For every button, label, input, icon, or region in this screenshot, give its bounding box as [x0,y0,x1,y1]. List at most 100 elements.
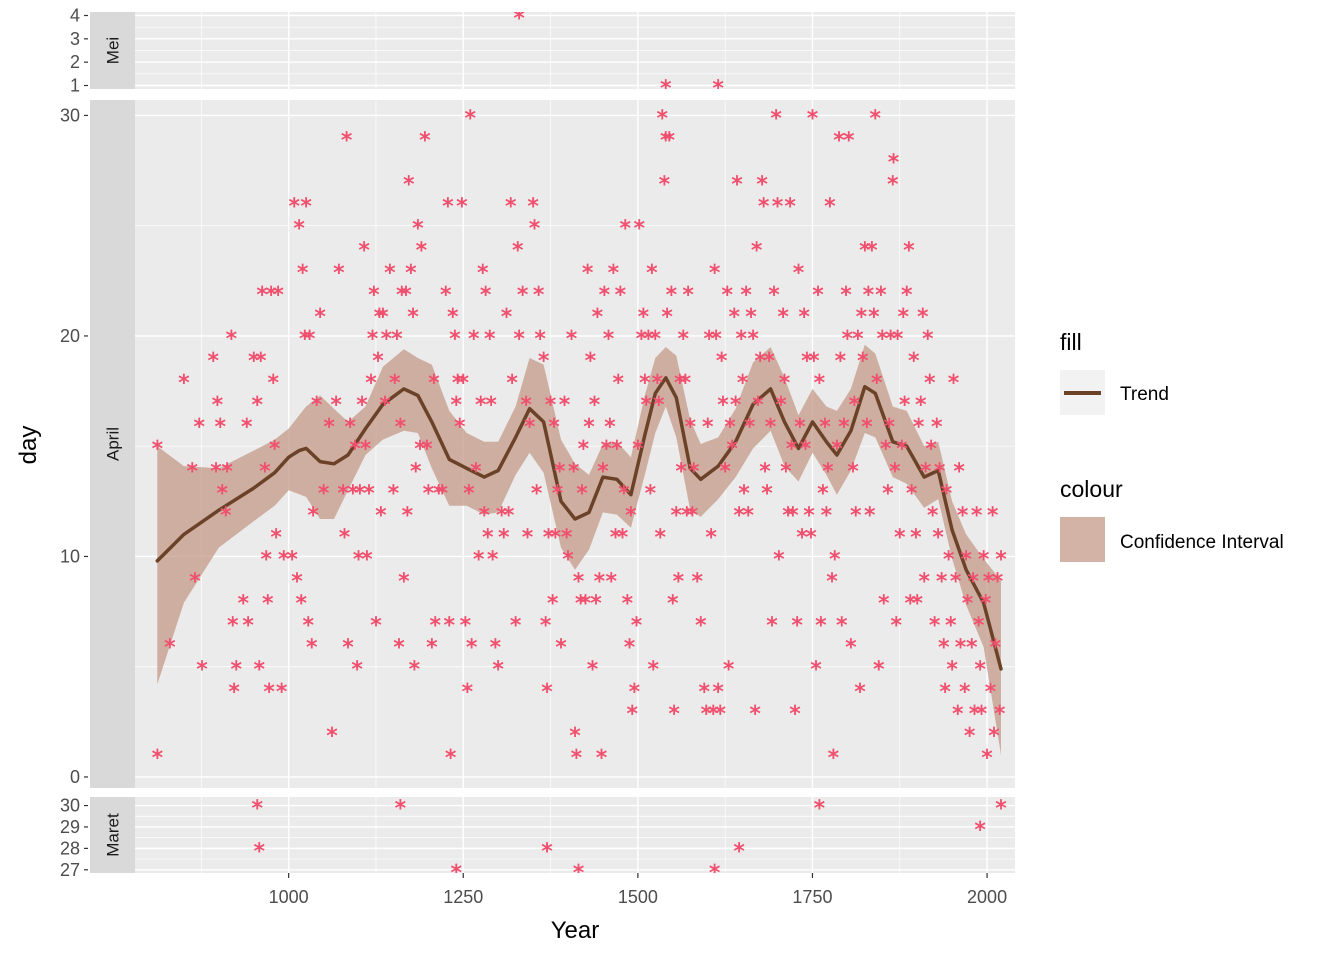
data-point: * [990,636,1002,661]
data-point: * [904,592,916,617]
data-point: * [265,283,277,308]
data-point: * [887,173,899,198]
data-point: * [780,459,792,484]
data-point: * [967,570,979,595]
data-point: * [632,437,644,462]
data-point: * [636,327,648,352]
data-point: * [178,371,190,396]
data-point: * [311,393,323,418]
data-point: * [710,327,722,352]
data-point: * [606,570,618,595]
data-point: * [433,481,445,506]
data-point: * [360,437,372,462]
legend-colour-title: colour [1060,476,1123,502]
data-point: * [875,283,887,308]
data-point: * [924,371,936,396]
data-point: * [396,283,408,308]
data-point: * [555,636,567,661]
panel-content: * * * * * * * * * * * [251,797,1007,886]
data-point: * [966,636,978,661]
data-point: * [828,746,840,771]
data-point: * [478,503,490,528]
data-point: * [541,839,553,864]
facet-strip-label: Maret [104,813,123,857]
data-point: * [470,459,482,484]
data-point: * [351,658,363,683]
data-point: * [442,195,454,220]
data-point: * [888,151,900,176]
data-point: * [361,547,373,572]
data-point: * [304,327,316,352]
data-point: * [661,305,673,330]
data-point: * [901,283,913,308]
data-point: * [482,525,494,550]
y-tick-label: 28 [60,838,80,858]
data-point: * [566,327,578,352]
data-point: * [412,217,424,242]
data-point: * [242,614,254,639]
data-point: * [573,861,585,886]
data-point: * [227,614,239,639]
data-point: * [763,349,775,374]
data-point: * [375,503,387,528]
data-point: * [814,797,826,822]
data-point: * [681,503,693,528]
data-point: * [189,570,201,595]
data-point: * [934,459,946,484]
data-point: * [333,261,345,286]
data-point: * [761,481,773,506]
facet-strip-label: Mei [104,37,123,64]
y-tick-label: 10 [60,546,80,566]
data-point: * [624,636,636,661]
data-point: * [889,459,901,484]
data-point: * [152,746,164,771]
data-point: * [871,371,883,396]
data-point: * [682,283,694,308]
data-point: * [522,525,534,550]
data-point: * [735,327,747,352]
data-point: * [423,481,435,506]
data-point: * [680,371,692,396]
data-point: * [601,437,613,462]
data-point: * [261,547,273,572]
data-point: * [647,658,659,683]
data-point: * [468,327,480,352]
y-axis-title: day [15,426,42,465]
data-point: * [368,283,380,308]
data-point: * [405,261,417,286]
data-point: * [421,437,433,462]
data-point: * [960,547,972,572]
data-point: * [896,437,908,462]
data-point: * [608,261,620,286]
data-point: * [554,459,566,484]
data-point: * [742,503,754,528]
facet-mei: Mei 1 2 3 4 * * * [70,6,1015,96]
data-point: * [646,261,658,286]
data-point: * [456,195,468,220]
data-point: * [772,195,784,220]
data-point: * [815,614,827,639]
data-point: * [938,636,950,661]
data-point: * [363,481,375,506]
data-point: * [976,702,988,727]
data-point: * [571,746,583,771]
data-point: * [687,503,699,528]
data-point: * [723,658,735,683]
data-point: * [838,415,850,440]
data-point: * [501,305,513,330]
data-point: * [323,415,335,440]
data-point: * [430,614,442,639]
data-point: * [657,106,669,131]
data-point: * [849,393,861,418]
data-point: * [650,327,662,352]
data-point: * [403,173,415,198]
data-point: * [730,393,742,418]
data-point: * [251,393,263,418]
data-point: * [978,547,990,572]
data-point: * [533,283,545,308]
data-point: * [221,459,233,484]
data-point: * [796,525,808,550]
data-point: * [880,437,892,462]
data-point: * [674,371,686,396]
data-point: * [964,724,976,749]
